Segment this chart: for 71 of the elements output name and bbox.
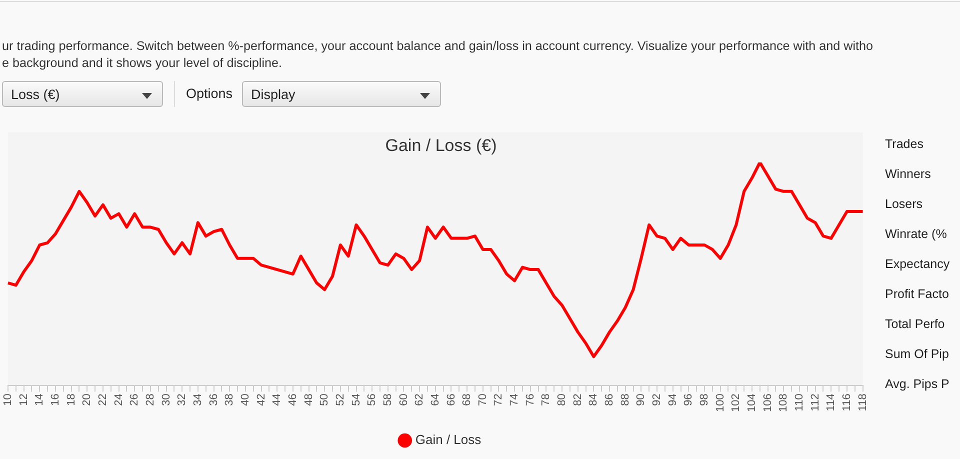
x-tick-label: 118	[856, 394, 869, 412]
x-tick-label: 86	[604, 394, 616, 406]
text: e background and it shows your level of discipline.	[2, 55, 284, 72]
x-tick-label: 30	[160, 394, 172, 406]
x-tick-label: 52	[334, 394, 346, 406]
x-tick-label: 72	[492, 394, 505, 406]
x-tick-label: 40	[239, 394, 252, 406]
x-tick-label: 44	[271, 394, 284, 406]
x-tick-label: 110	[794, 394, 806, 412]
x-tick-label: 80	[556, 394, 568, 406]
x-tick-label: 78	[540, 394, 552, 406]
x-tick-label: 38	[224, 394, 236, 406]
x-tick-label: 76	[524, 394, 536, 406]
text: Sum Of Pip	[885, 346, 950, 363]
text: ur trading performance. Switch between %-performance, your account balance and gain/loss in account currency. Visualize your performance with and witho	[2, 38, 874, 55]
x-tick-label: 62	[414, 394, 426, 406]
x-tick-label: 92	[651, 394, 664, 406]
x-tick-label: 96	[682, 394, 695, 406]
x-tick-label: 22	[97, 394, 110, 406]
x-tick-label: 48	[302, 394, 315, 406]
x-tick-label: 116	[841, 394, 853, 412]
x-tick-label: 56	[366, 394, 378, 406]
x-tick-label: 60	[398, 394, 410, 406]
x-tick-label: 98	[698, 394, 711, 406]
x-tick-label: 50	[318, 394, 331, 406]
x-tick-label: 100	[714, 394, 726, 412]
x-tick-label: 18	[65, 394, 78, 406]
text: Trades	[885, 136, 924, 153]
text: Total Perfo	[885, 316, 946, 333]
x-tick-label: 114	[825, 394, 838, 412]
x-tick-label: 14	[34, 394, 46, 406]
x-tick-label: 16	[50, 394, 62, 406]
x-tick-label: 106	[762, 394, 774, 412]
x-tick-label: 104	[746, 394, 758, 412]
text: Winrate (%	[885, 226, 948, 243]
text: Options	[186, 85, 233, 103]
x-tick-label: 36	[208, 394, 220, 406]
x-tick-label: 68	[461, 394, 474, 406]
x-tick-label: 64	[429, 394, 442, 406]
x-tick-label: 90	[635, 394, 648, 406]
x-tick-label: 84	[588, 394, 600, 406]
x-tick-label: 82	[572, 394, 584, 406]
x-tick-label: 54	[350, 394, 362, 406]
x-tick-label: 102	[730, 394, 742, 412]
x-tick-label: 58	[382, 394, 394, 406]
x-tick-label: 74	[508, 394, 521, 406]
x-tick-label: 24	[112, 394, 125, 406]
text: Winners	[885, 166, 932, 183]
x-tick-label: 94	[666, 394, 679, 406]
x-tick-label: 66	[445, 394, 458, 406]
x-tick-label: 70	[476, 394, 489, 406]
chart-title: Gain / Loss (€)	[385, 136, 497, 155]
x-tick-label: 42	[255, 394, 268, 406]
x-tick-label: 108	[778, 394, 790, 412]
text: Avg. Pips P	[885, 376, 950, 393]
x-tick-label: 32	[176, 394, 188, 406]
text: Display	[242, 81, 441, 107]
x-tick-label: 46	[286, 394, 299, 406]
text: Profit Facto	[885, 286, 950, 303]
x-tick-label: 28	[144, 394, 156, 406]
x-tick-label: 10	[2, 394, 14, 406]
text: Loss (€)	[2, 81, 163, 107]
x-tick-label: 12	[18, 394, 30, 406]
x-tick-label: 88	[619, 394, 632, 406]
legend-label: Gain / Loss	[415, 432, 482, 448]
x-tick-label: 34	[192, 394, 204, 406]
x-tick-label: 20	[81, 394, 94, 406]
text: Losers	[885, 196, 924, 213]
text: Expectancy	[885, 256, 951, 273]
x-tick-label: 26	[128, 394, 141, 406]
x-tick-label: 112	[809, 394, 822, 412]
